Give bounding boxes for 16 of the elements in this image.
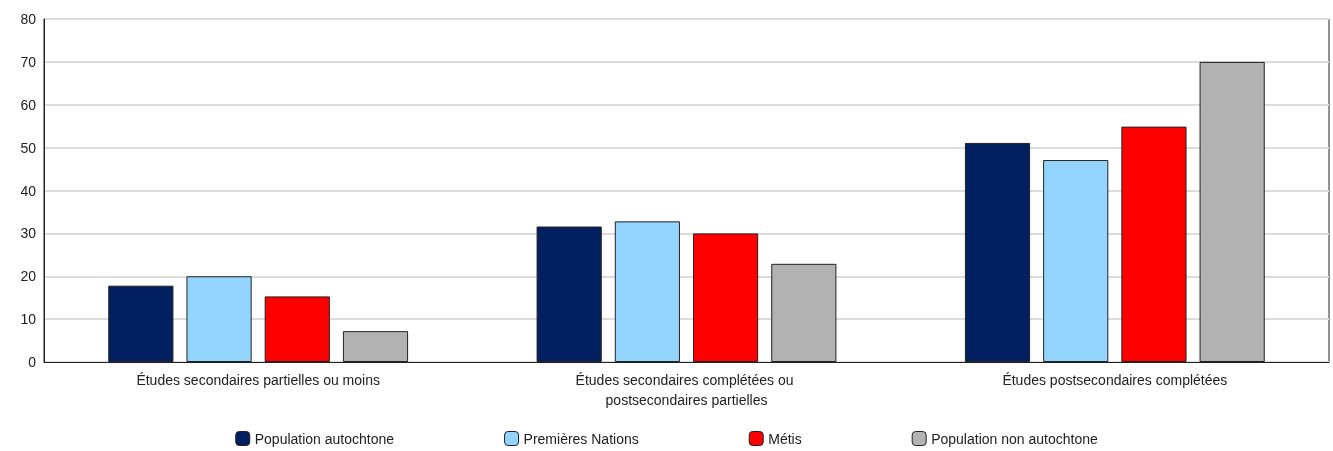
y-tick-label: 60 [20, 96, 37, 113]
y-tick-label: 40 [20, 182, 37, 199]
y-tick-label: 10 [20, 311, 37, 328]
legend-label: Premières Nations [523, 430, 639, 447]
y-tick-label: 50 [20, 139, 37, 156]
x-tick-label: Études secondaires complétées ou postsecondaires partielles [575, 372, 798, 408]
y-tick-label: 80 [20, 11, 37, 27]
legend-label: Population non autochtone [931, 430, 1098, 447]
y-tick-label: 30 [20, 225, 37, 242]
x-tick-label: Études postsecondaires complétées [1002, 372, 1228, 388]
y-tick-label: 70 [20, 53, 37, 70]
legend-label: Métis [768, 430, 802, 447]
x-tick-label: Études secondaires partielles ou moins [136, 372, 380, 388]
y-tick-label: 20 [20, 268, 37, 285]
legend-label: Population autochtone [254, 430, 395, 447]
y-tick-label: 0 [28, 354, 37, 370]
